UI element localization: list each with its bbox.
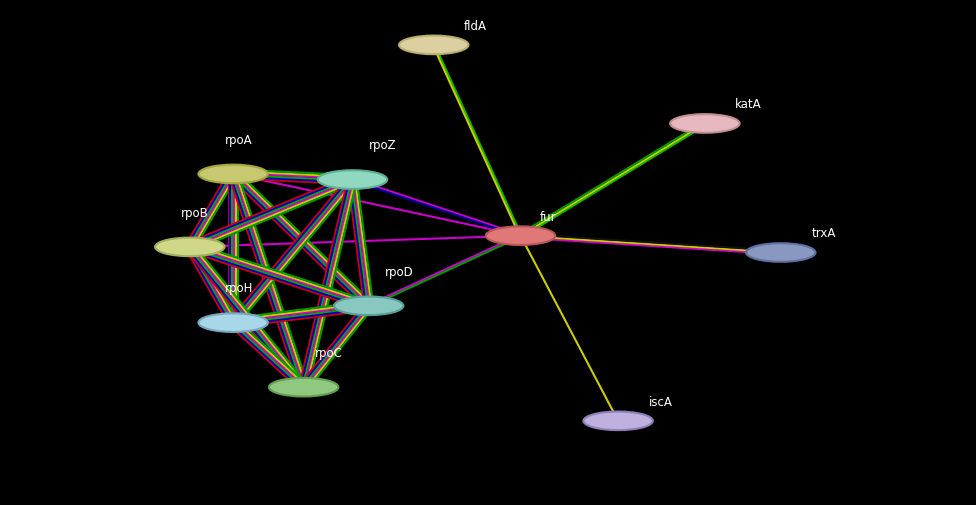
Ellipse shape <box>746 243 816 262</box>
Text: rpoD: rpoD <box>385 266 414 279</box>
Ellipse shape <box>584 412 653 430</box>
Ellipse shape <box>318 170 387 189</box>
Ellipse shape <box>198 313 267 332</box>
Ellipse shape <box>269 378 339 396</box>
Ellipse shape <box>334 296 403 315</box>
Text: rpoZ: rpoZ <box>369 139 396 153</box>
Text: katA: katA <box>735 98 762 111</box>
Ellipse shape <box>399 35 468 54</box>
Text: rpoB: rpoB <box>182 207 209 220</box>
Text: iscA: iscA <box>648 396 672 409</box>
Ellipse shape <box>671 114 740 133</box>
Text: trxA: trxA <box>811 227 835 240</box>
Ellipse shape <box>486 226 555 245</box>
Text: rpoA: rpoA <box>224 134 252 146</box>
Ellipse shape <box>198 165 267 183</box>
Text: fldA: fldA <box>465 20 487 33</box>
Ellipse shape <box>155 237 224 256</box>
Text: fur: fur <box>540 211 556 224</box>
Text: rpoC: rpoC <box>314 347 343 360</box>
Text: rpoH: rpoH <box>224 282 253 295</box>
